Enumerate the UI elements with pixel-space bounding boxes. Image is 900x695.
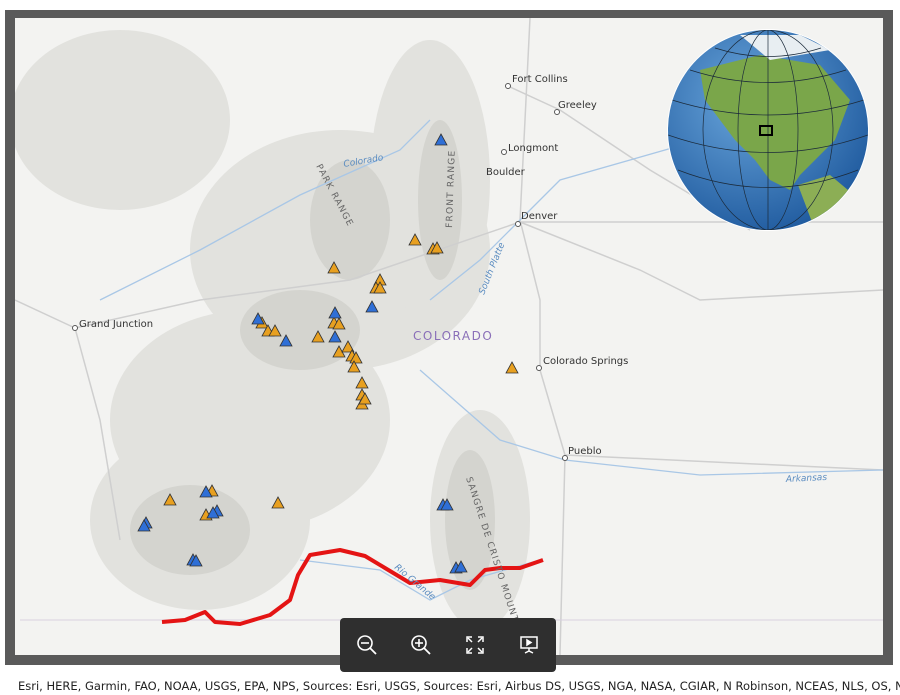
route: [161, 548, 544, 626]
peak-marker[interactable]: [327, 261, 341, 274]
peak-marker[interactable]: [434, 133, 448, 146]
peak-marker[interactable]: [189, 554, 203, 567]
city-label: Colorado Springs: [543, 356, 628, 367]
city-dot: [515, 221, 521, 227]
peak-marker[interactable]: [408, 233, 422, 246]
city-label: Denver: [521, 211, 558, 222]
peak-marker[interactable]: [206, 506, 220, 519]
map[interactable]: Fort Collins Greeley Longmont Boulder De…: [15, 18, 883, 655]
peak-marker[interactable]: [373, 281, 387, 294]
fullscreen-button[interactable]: [458, 628, 492, 662]
peak-marker[interactable]: [332, 317, 346, 330]
peak-marker[interactable]: [358, 392, 372, 405]
peak-marker[interactable]: [349, 351, 363, 364]
range-label: FRONT RANGE: [445, 150, 458, 229]
city-dot: [536, 365, 542, 371]
zoom-in-button[interactable]: [404, 628, 438, 662]
city-label: Longmont: [508, 143, 558, 154]
peak-marker[interactable]: [341, 340, 355, 353]
state-label: COLORADO: [413, 329, 493, 343]
peak-marker[interactable]: [311, 330, 325, 343]
city-label: Fort Collins: [512, 74, 568, 85]
city-dot: [562, 455, 568, 461]
city-label: Pueblo: [568, 446, 602, 457]
zoom-out-icon: [357, 635, 377, 655]
presentation-icon: [520, 636, 538, 654]
peak-marker[interactable]: [271, 496, 285, 509]
peak-marker[interactable]: [328, 330, 342, 343]
terrain-ridges: [130, 120, 495, 590]
river-label: Arkansas: [785, 473, 828, 485]
peak-marker[interactable]: [347, 360, 361, 373]
peaks: [137, 133, 519, 574]
peak-marker[interactable]: [505, 361, 519, 374]
peak-marker[interactable]: [199, 485, 213, 498]
city-label: Greeley: [558, 100, 597, 111]
peak-marker[interactable]: [137, 519, 151, 532]
peak-marker[interactable]: [268, 324, 282, 337]
peak-marker[interactable]: [454, 560, 468, 573]
zoom-in-icon: [411, 635, 431, 655]
peak-marker[interactable]: [328, 306, 342, 319]
city-dot: [501, 149, 507, 155]
city-dot: [554, 109, 560, 115]
city-label: Grand Junction: [79, 319, 153, 330]
peak-marker[interactable]: [251, 312, 265, 325]
attribution: Esri, HERE, Garmin, FAO, NOAA, USGS, EPA…: [18, 679, 900, 693]
city-dot: [72, 325, 78, 331]
peak-marker[interactable]: [355, 376, 369, 389]
peak-marker[interactable]: [365, 300, 379, 313]
peak-marker[interactable]: [279, 334, 293, 347]
city-label: Boulder: [486, 167, 526, 178]
fullscreen-icon: [466, 636, 484, 654]
city-dot: [505, 83, 511, 89]
globe: [667, 29, 869, 231]
presentation-button[interactable]: [512, 628, 546, 662]
peak-marker[interactable]: [440, 498, 454, 511]
toolbar: [340, 618, 556, 672]
peak-marker[interactable]: [163, 493, 177, 506]
zoom-out-button[interactable]: [350, 628, 384, 662]
peak-marker[interactable]: [430, 241, 444, 254]
